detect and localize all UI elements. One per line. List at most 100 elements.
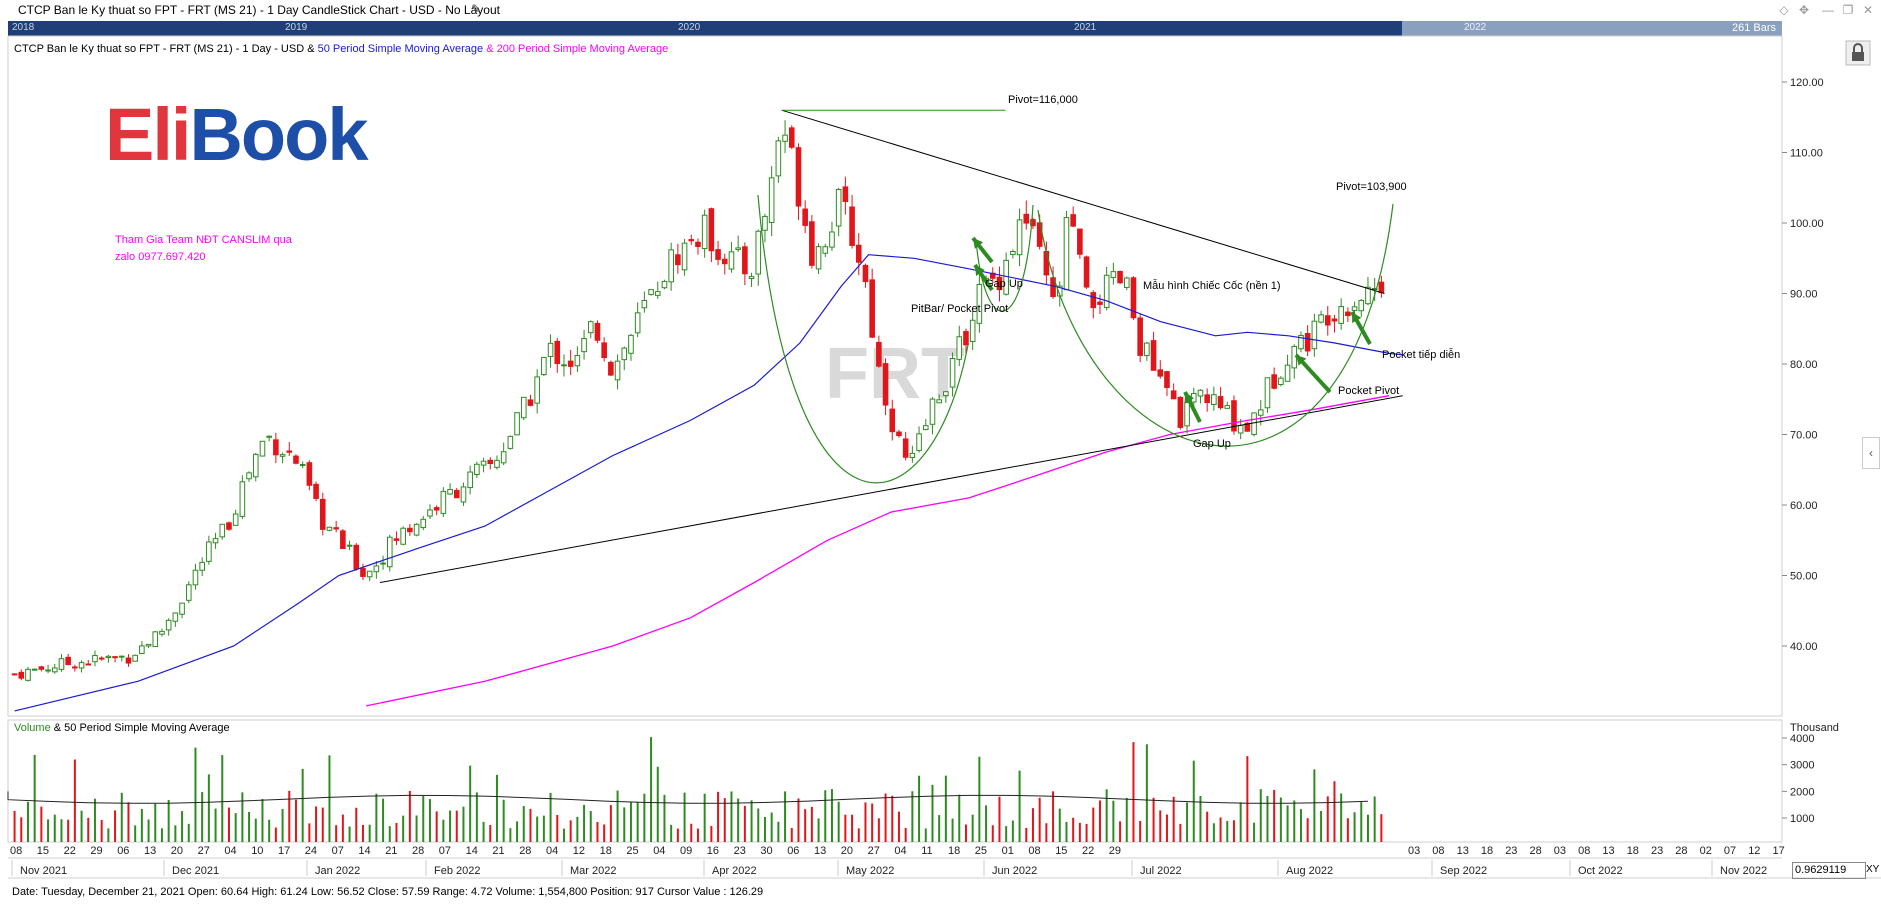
candle-body[interactable] <box>380 562 386 565</box>
restore-icon[interactable]: ❐ <box>1842 3 1854 17</box>
candle-body[interactable] <box>936 399 942 404</box>
candle-body[interactable] <box>976 283 983 324</box>
candle-body[interactable] <box>534 376 540 404</box>
candle-body[interactable] <box>1298 335 1304 350</box>
candle-body[interactable] <box>433 507 440 511</box>
candle-body[interactable] <box>1056 285 1063 297</box>
candle-body[interactable] <box>1211 394 1217 405</box>
candle-body[interactable] <box>1003 259 1009 295</box>
candle-body[interactable] <box>1110 271 1117 278</box>
candle-body[interactable] <box>1338 306 1344 324</box>
candle-body[interactable] <box>400 527 406 545</box>
candle-body[interactable] <box>902 438 909 458</box>
candle-body[interactable] <box>728 251 735 270</box>
candle-body[interactable] <box>279 454 286 457</box>
candle-body[interactable] <box>413 523 420 536</box>
candle-body[interactable] <box>768 177 775 223</box>
candle-body[interactable] <box>420 518 427 529</box>
diamond-icon[interactable]: ◇ <box>1779 3 1789 17</box>
candle-body[interactable] <box>762 215 768 231</box>
candle-body[interactable] <box>829 231 835 248</box>
collapse-panel-icon[interactable]: ‹ <box>1862 437 1880 469</box>
candle-body[interactable] <box>983 277 989 282</box>
candle-body[interactable] <box>1090 292 1097 309</box>
candle-body[interactable] <box>748 276 755 280</box>
candle-body[interactable] <box>319 498 326 530</box>
candle-body[interactable] <box>855 244 862 263</box>
candle-body[interactable] <box>1016 219 1023 256</box>
candle-body[interactable] <box>755 230 762 275</box>
lock-icon[interactable] <box>1845 40 1871 66</box>
candle-body[interactable] <box>98 657 105 660</box>
navigator-selection[interactable] <box>1402 21 1782 36</box>
candle-body[interactable] <box>1237 424 1244 434</box>
candle-body[interactable] <box>822 246 829 254</box>
candle-body[interactable] <box>306 462 313 486</box>
candle-body[interactable] <box>715 249 721 260</box>
candle-body[interactable] <box>695 241 701 248</box>
candle-body[interactable] <box>668 249 674 283</box>
candle-body[interactable] <box>1345 311 1351 317</box>
candle-body[interactable] <box>581 338 587 353</box>
candle-body[interactable] <box>681 242 688 271</box>
close-icon[interactable]: ✕ <box>1862 3 1874 17</box>
candle-body[interactable] <box>246 472 252 480</box>
candle-body[interactable] <box>963 331 969 346</box>
navigator-bar[interactable]: 2018 2019 2020 2021 2022 261 Bars <box>8 21 1782 36</box>
candle-body[interactable] <box>742 246 748 275</box>
candle-body[interactable] <box>1311 320 1318 350</box>
candle-body[interactable] <box>547 342 554 357</box>
candle-body[interactable] <box>929 398 936 425</box>
candle-body[interactable] <box>614 360 621 381</box>
legend-sma200[interactable]: 200 Period Simple Moving Average <box>496 43 669 55</box>
candle-body[interactable] <box>1217 396 1224 409</box>
candle-body[interactable] <box>125 657 132 664</box>
candle-body[interactable] <box>206 541 212 562</box>
candle-body[interactable] <box>259 440 266 457</box>
candle-body[interactable] <box>373 565 380 573</box>
candle-body[interactable] <box>1137 317 1143 356</box>
candle-body[interactable] <box>266 435 272 438</box>
candle-body[interactable] <box>567 360 574 367</box>
candle-body[interactable] <box>286 450 293 453</box>
candle-body[interactable] <box>969 319 976 342</box>
candle-body[interactable] <box>105 655 112 659</box>
candle-body[interactable] <box>1157 369 1164 377</box>
candle-body[interactable] <box>520 396 527 419</box>
trendline[interactable] <box>379 395 1403 584</box>
candle-body[interactable] <box>661 280 668 289</box>
candle-body[interactable] <box>594 322 601 341</box>
candle-body[interactable] <box>601 342 607 359</box>
candle-body[interactable] <box>889 408 896 433</box>
candle-body[interactable] <box>1144 342 1150 357</box>
candle-body[interactable] <box>25 668 31 681</box>
candle-body[interactable] <box>554 340 561 365</box>
candle-body[interactable] <box>1331 318 1338 322</box>
candle-body[interactable] <box>909 452 916 458</box>
xy-value-field[interactable]: 0.9629119 <box>1792 862 1866 879</box>
candle-body[interactable] <box>1164 371 1170 388</box>
candle-body[interactable] <box>1050 277 1056 297</box>
candle-body[interactable] <box>1271 374 1277 389</box>
candle-body[interactable] <box>159 630 165 635</box>
candle-body[interactable] <box>185 584 192 601</box>
candle-body[interactable] <box>38 666 45 670</box>
candle-body[interactable] <box>299 464 306 467</box>
candle-body[interactable] <box>608 361 614 376</box>
candle-body[interactable] <box>675 254 681 266</box>
candle-body[interactable] <box>1371 287 1378 290</box>
candle-body[interactable] <box>192 569 199 586</box>
candle-body[interactable] <box>1197 389 1204 397</box>
candle-body[interactable] <box>51 667 58 673</box>
candle-body[interactable] <box>1244 422 1251 432</box>
candle-body[interactable] <box>1010 251 1016 255</box>
candle-body[interactable] <box>1123 277 1130 288</box>
candle-body[interactable] <box>1365 286 1371 305</box>
candle-body[interactable] <box>701 214 708 250</box>
candle-body[interactable] <box>943 391 949 397</box>
candle-body[interactable] <box>621 347 628 361</box>
candle-body[interactable] <box>31 668 38 671</box>
candle-body[interactable] <box>353 544 360 570</box>
candle-body[interactable] <box>474 463 480 476</box>
candle-body[interactable] <box>487 459 494 464</box>
